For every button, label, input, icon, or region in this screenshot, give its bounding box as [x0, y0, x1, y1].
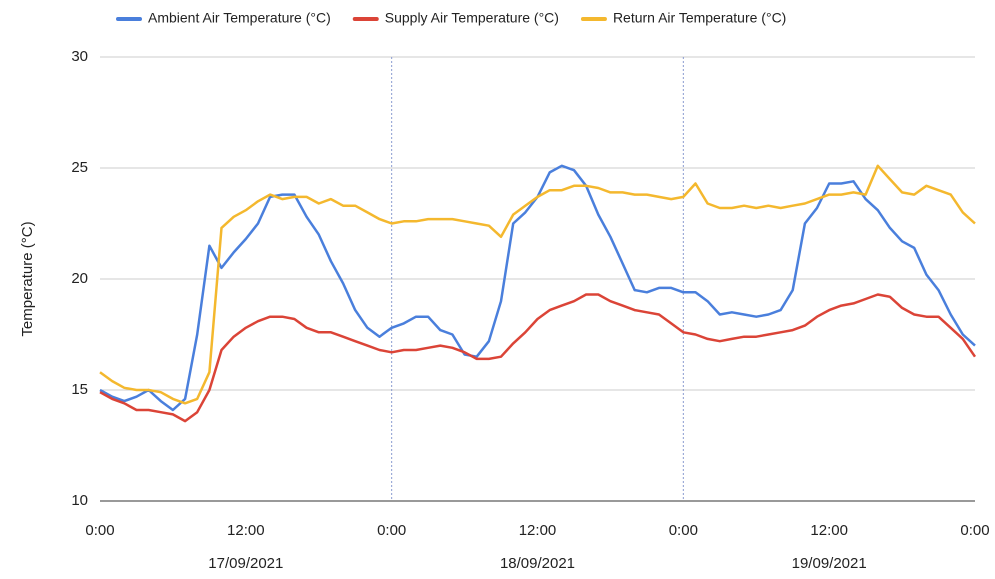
x-tick-label: 12:00	[810, 522, 848, 539]
x-group-label: 19/09/2021	[792, 555, 867, 572]
x-tick-label: 0:00	[377, 522, 406, 539]
y-tick-label: 30	[71, 48, 88, 65]
x-tick-label: 12:00	[519, 522, 557, 539]
series-line	[99, 164, 976, 412]
y-axis-label: Temperature (°C)	[19, 221, 36, 336]
series-line	[99, 164, 976, 405]
x-tick-label: 0:00	[669, 522, 698, 539]
x-group-label: 17/09/2021	[208, 555, 283, 572]
x-tick-label: 12:00	[227, 522, 265, 539]
y-tick-label: 10	[71, 492, 88, 509]
legend-label: Supply Air Temperature (°C)	[385, 10, 559, 26]
x-group-label: 18/09/2021	[500, 555, 575, 572]
legend-label: Return Air Temperature (°C)	[613, 10, 786, 26]
series-line	[99, 293, 977, 423]
legend-label: Ambient Air Temperature (°C)	[148, 10, 331, 26]
y-tick-label: 25	[71, 159, 88, 176]
y-tick-label: 15	[71, 381, 88, 398]
x-tick-label: 0:00	[960, 522, 989, 539]
x-tick-label: 0:00	[85, 522, 114, 539]
y-tick-label: 20	[71, 270, 88, 287]
